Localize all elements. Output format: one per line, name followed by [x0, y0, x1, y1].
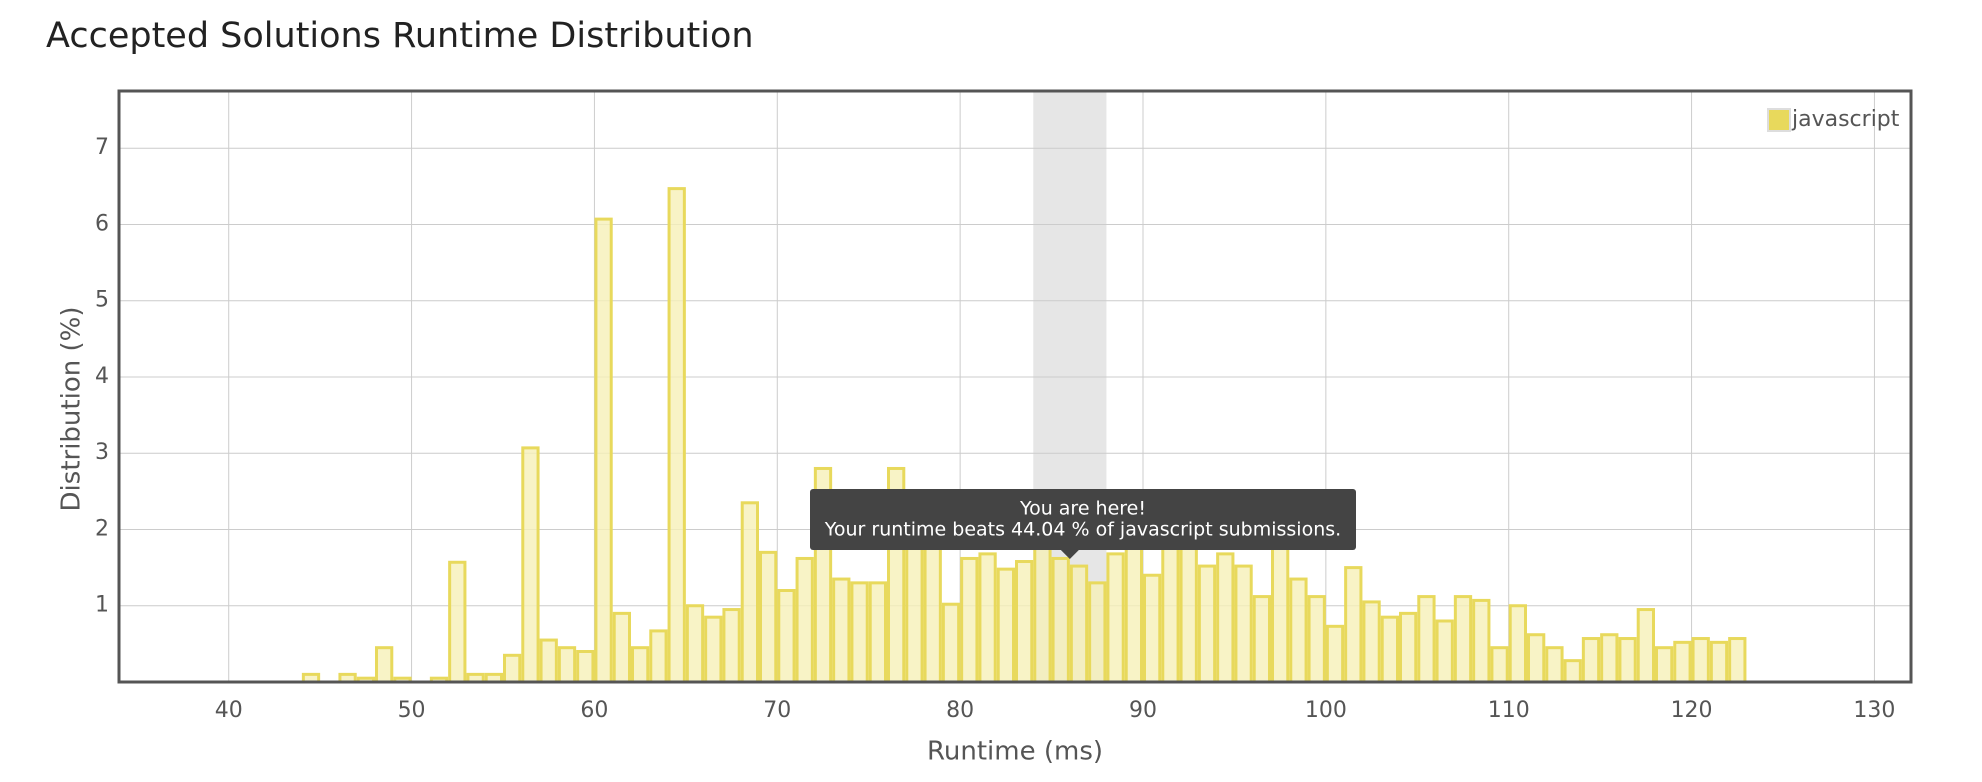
bar	[960, 556, 979, 684]
bar	[941, 602, 961, 684]
y-tick-label: 5	[95, 288, 109, 313]
bar	[1088, 581, 1107, 684]
bar	[1069, 564, 1089, 684]
bar	[832, 577, 851, 684]
bar	[1417, 595, 1436, 684]
bar	[1161, 527, 1180, 684]
bar	[1325, 624, 1345, 684]
bar	[594, 217, 613, 684]
bar	[557, 646, 577, 684]
bar	[759, 550, 778, 684]
legend-swatch	[1767, 108, 1791, 132]
bar	[1197, 564, 1217, 684]
bar	[868, 581, 888, 684]
y-tick-label: 2	[95, 516, 109, 541]
bar	[1033, 527, 1052, 684]
bar	[777, 588, 796, 684]
y-tick-label: 4	[95, 364, 109, 389]
bar	[1600, 633, 1619, 684]
bar	[1051, 556, 1070, 684]
bar	[1234, 564, 1253, 684]
x-tick-label: 100	[1305, 698, 1347, 723]
x-tick-label: 130	[1853, 698, 1895, 723]
bar	[1545, 646, 1564, 684]
bar	[1673, 640, 1692, 684]
bar	[448, 560, 467, 684]
bar	[1709, 640, 1729, 684]
x-tick-label: 110	[1488, 698, 1530, 723]
bar	[1472, 598, 1491, 684]
bar	[1015, 560, 1034, 684]
bar	[1380, 615, 1399, 684]
bar	[1289, 577, 1308, 684]
bar	[1655, 646, 1674, 684]
tooltip-pointer	[1060, 550, 1079, 559]
bar	[1124, 535, 1143, 684]
x-tick-label: 60	[580, 698, 608, 723]
bar	[1563, 659, 1582, 684]
bar	[1490, 646, 1509, 684]
x-tick-label: 50	[398, 698, 426, 723]
bar	[503, 653, 522, 684]
bar	[1143, 573, 1162, 684]
bar	[1252, 595, 1271, 684]
bar	[1636, 608, 1655, 684]
bar	[1728, 637, 1747, 684]
bar	[1179, 535, 1198, 684]
bar	[667, 187, 686, 684]
y-tick-label: 7	[95, 135, 109, 160]
chart-title: Accepted Solutions Runtime Distribution	[46, 16, 754, 56]
bar	[1344, 566, 1363, 684]
bar	[375, 646, 394, 684]
x-tick-label: 40	[215, 698, 243, 723]
x-axis-label: Runtime (ms)	[927, 737, 1103, 767]
bar	[1307, 595, 1326, 684]
tooltip-text: You are here!	[1019, 498, 1146, 520]
y-tick-label: 6	[95, 211, 109, 236]
tooltip-box	[810, 489, 1356, 550]
bar	[685, 604, 705, 684]
bar	[978, 552, 997, 684]
bar	[1399, 611, 1418, 684]
bar	[923, 535, 942, 684]
bar	[1216, 552, 1235, 684]
bar	[704, 615, 723, 684]
x-tick-label: 80	[946, 698, 974, 723]
bar	[722, 608, 741, 684]
legend-label: javascript	[1791, 107, 1900, 132]
bar	[740, 501, 760, 684]
bar	[649, 629, 668, 684]
x-tick-label: 70	[763, 698, 791, 723]
bar	[850, 581, 869, 684]
bar	[1271, 527, 1290, 684]
bar	[1453, 595, 1473, 684]
bar	[521, 446, 540, 684]
bar	[576, 649, 595, 684]
bar	[1435, 619, 1454, 684]
bar	[539, 638, 558, 684]
y-tick-label: 1	[95, 593, 109, 618]
bar	[1581, 637, 1601, 684]
bar	[1527, 633, 1546, 684]
tooltip-text: Your runtime beats 44.04 % of javascript…	[824, 519, 1341, 541]
bar	[631, 646, 650, 684]
bar	[795, 556, 814, 684]
bar	[1362, 600, 1381, 684]
bar	[1508, 604, 1527, 684]
x-tick-label: 120	[1671, 698, 1713, 723]
x-tick-label: 90	[1129, 698, 1157, 723]
plot-frame	[117, 89, 1913, 684]
y-axis-label: Distribution (%)	[57, 307, 87, 512]
bar	[1691, 637, 1710, 684]
y-tick-label: 3	[95, 440, 109, 465]
bar	[1618, 637, 1637, 684]
bar	[612, 611, 632, 684]
bar	[1106, 552, 1125, 684]
bar	[996, 567, 1016, 684]
